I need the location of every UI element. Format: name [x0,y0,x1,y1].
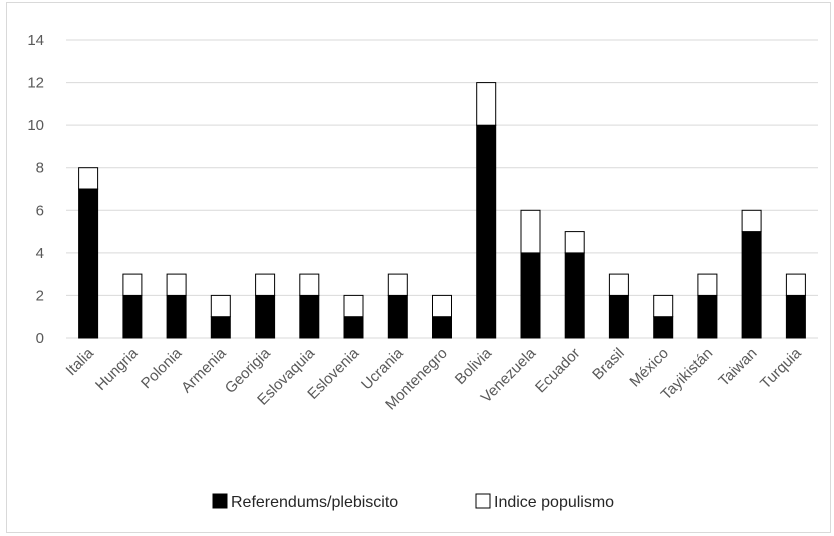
bar-indice-16 [785,273,806,296]
bar-indice-8 [432,294,452,318]
x-axis-ticks: ItaliaHungriaPoloniaArmeniaGeorigiaEslov… [63,344,806,413]
bar-referendums-7 [387,294,408,339]
x-tick-label: Bolivia [452,344,496,388]
bar-referendums-4 [255,294,276,339]
y-tick-label: 0 [36,330,44,347]
bars [78,82,806,339]
x-tick-label: Italia [63,344,98,379]
legend-label-indice: Indice populismo [494,494,614,511]
bar-indice-3 [210,294,231,318]
bar-indice-5 [299,273,320,296]
bar-indice-15 [741,209,762,233]
legend-swatch-indice [475,493,491,509]
legend-label-referendums: Referendums/plebiscito [231,494,398,511]
legend-swatch-referendums [212,493,228,509]
legend: Referendums/plebiscito Indice populismo [212,493,614,511]
bar-indice-6 [343,294,364,318]
x-tick-label: Brasil [589,345,628,384]
x-tick-label: Turquia [757,344,805,392]
chart-frame [6,2,831,533]
bar-referendums-12 [608,294,629,339]
bar-referendums-3 [210,316,231,339]
bar-indice-13 [653,294,674,318]
bar-referendums-15 [741,231,762,339]
bar-referendums-6 [343,316,364,339]
y-tick-label: 10 [27,117,44,134]
bar-referendums-2 [166,294,187,339]
gridlines [66,39,818,339]
bar-indice-1 [122,273,143,296]
bar-indice-9 [476,82,497,126]
bar-indice-14 [697,273,718,296]
y-tick-label: 4 [36,245,44,262]
bar-referendums-10 [520,252,541,339]
y-tick-label: 12 [27,75,44,92]
x-tick-label: Ecuador [532,345,584,397]
bar-indice-7 [387,273,408,296]
bar-indice-2 [166,273,187,296]
y-tick-label: 6 [36,202,44,219]
bar-referendums-8 [432,316,452,339]
bar-referendums-13 [653,316,674,339]
x-tick-label: Hungria [92,344,142,394]
bar-referendums-11 [564,252,585,339]
bar-indice-11 [564,231,585,254]
bar-indice-4 [255,273,276,296]
x-tick-label: Taiwan [715,345,760,390]
bar-referendums-5 [299,294,320,339]
x-tick-label: Armenia [178,344,230,396]
bar-referendums-1 [122,294,143,339]
bar-indice-10 [520,209,541,254]
bar-referendums-14 [697,294,718,339]
bar-indice-12 [608,273,629,296]
bar-referendums-16 [785,294,806,339]
bar-referendums-9 [476,124,497,339]
y-tick-label: 8 [36,160,44,177]
bar-referendums-0 [78,188,99,339]
y-axis-ticks: 0 2 4 6 8 10 12 14 [27,32,44,347]
y-tick-label: 14 [27,32,44,49]
bar-indice-0 [78,167,99,190]
y-tick-label: 2 [36,287,44,304]
